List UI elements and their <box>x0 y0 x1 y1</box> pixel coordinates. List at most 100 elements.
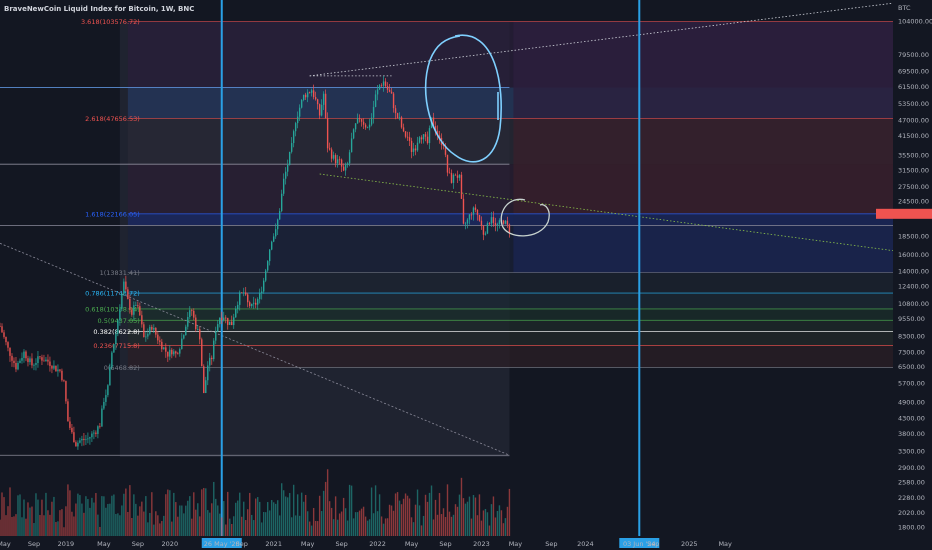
candle-body <box>229 321 231 325</box>
volume-bar <box>179 505 181 536</box>
volume-bar <box>290 517 293 536</box>
volume-bar <box>115 513 117 536</box>
volume-bar <box>111 495 113 536</box>
candle-body <box>205 380 207 394</box>
marker-date-badge <box>619 538 660 548</box>
volume-bar <box>163 515 165 536</box>
candle-body <box>396 113 399 118</box>
volume-bar <box>458 494 461 536</box>
candle-body <box>346 163 349 165</box>
volume-bar <box>151 492 153 536</box>
candle-body <box>292 131 295 144</box>
candle-body <box>105 395 107 402</box>
candle-body <box>316 99 319 105</box>
volume-bar <box>366 520 369 536</box>
price-axis[interactable]: 104000.00 79500.00 69500.00 61500.00 53500.0… <box>876 0 932 550</box>
volume-bar <box>280 483 283 536</box>
volume-bar <box>432 519 435 536</box>
candle-body <box>125 281 127 290</box>
candle-body <box>241 292 243 294</box>
volume-bar <box>127 511 129 536</box>
price-tick: 1800.00 <box>898 523 925 531</box>
time-tick: Sep <box>335 540 347 548</box>
candle-body <box>468 214 471 220</box>
candle-body <box>416 142 419 151</box>
volume-bar <box>241 516 243 536</box>
candle-body <box>308 92 311 94</box>
candle-body <box>135 305 137 306</box>
volume-bar <box>65 506 67 536</box>
volume-bar <box>41 499 43 536</box>
volume-bar <box>197 503 199 536</box>
volume-bar <box>460 477 463 536</box>
volume-bar <box>394 493 397 536</box>
candle-body <box>99 426 101 428</box>
projection-zone-blue <box>513 213 893 273</box>
volume-bar <box>97 514 99 536</box>
vertical-markers <box>220 0 641 536</box>
volume-bar <box>261 522 263 536</box>
candle-body <box>456 175 459 178</box>
candle-body <box>217 324 219 332</box>
volume-bar <box>462 498 465 536</box>
price-tick: 61500.00 <box>898 83 929 91</box>
fib-label: 2.618(47656.53) <box>85 115 140 123</box>
fib-band <box>127 272 894 294</box>
price-tick: 4900.00 <box>898 398 925 406</box>
candle-body <box>71 427 73 433</box>
volume-bar <box>278 515 281 536</box>
volume-bar <box>334 496 337 536</box>
volume-bar <box>312 507 315 536</box>
volume-bar <box>478 494 481 536</box>
candle-body <box>73 432 75 443</box>
volume-bar <box>374 485 377 536</box>
volume-bar <box>175 502 177 536</box>
volume-bar <box>480 520 483 536</box>
volume-bar <box>330 507 333 536</box>
volume-bar <box>486 512 489 536</box>
candle-body <box>404 131 407 137</box>
volume-bar <box>211 503 213 536</box>
candle-body <box>115 333 117 345</box>
volume-bar <box>57 521 59 536</box>
candle-body <box>189 310 191 318</box>
candle-body <box>376 89 379 95</box>
projection-zone-red <box>513 118 893 214</box>
candle-body <box>326 118 329 149</box>
candle-body <box>203 366 205 394</box>
fib-label: 0.382(8622.8) <box>93 328 139 336</box>
candle-body <box>428 128 431 144</box>
candle-body <box>482 226 485 235</box>
volume-bar <box>69 490 71 536</box>
candle-body <box>318 104 321 116</box>
volume-bar <box>259 501 261 536</box>
volume-bar <box>107 503 109 536</box>
volume-bar <box>109 503 111 536</box>
volume-bar <box>53 496 55 536</box>
candle-body <box>137 305 139 307</box>
candle-body <box>153 327 155 330</box>
volume-bar <box>322 490 325 536</box>
volume-bar <box>55 522 57 536</box>
volume-bar <box>31 506 33 536</box>
volume-bar <box>404 493 407 536</box>
candle-body <box>145 336 147 338</box>
candles <box>0 75 511 450</box>
candle-body <box>388 89 391 92</box>
volume-bar <box>63 527 65 536</box>
candle-body <box>235 308 237 318</box>
volume-bar <box>430 485 433 536</box>
volume-bar <box>183 513 185 536</box>
volume-bar <box>77 493 79 536</box>
volume-bar <box>189 496 191 536</box>
candle-body <box>506 220 509 225</box>
volume-bar <box>466 501 469 536</box>
fib-band <box>127 345 894 368</box>
volume-bar <box>288 493 291 536</box>
volume-bar <box>169 490 171 536</box>
candle-body <box>223 317 225 321</box>
candle-body <box>159 340 161 342</box>
volume-bar <box>265 512 267 536</box>
